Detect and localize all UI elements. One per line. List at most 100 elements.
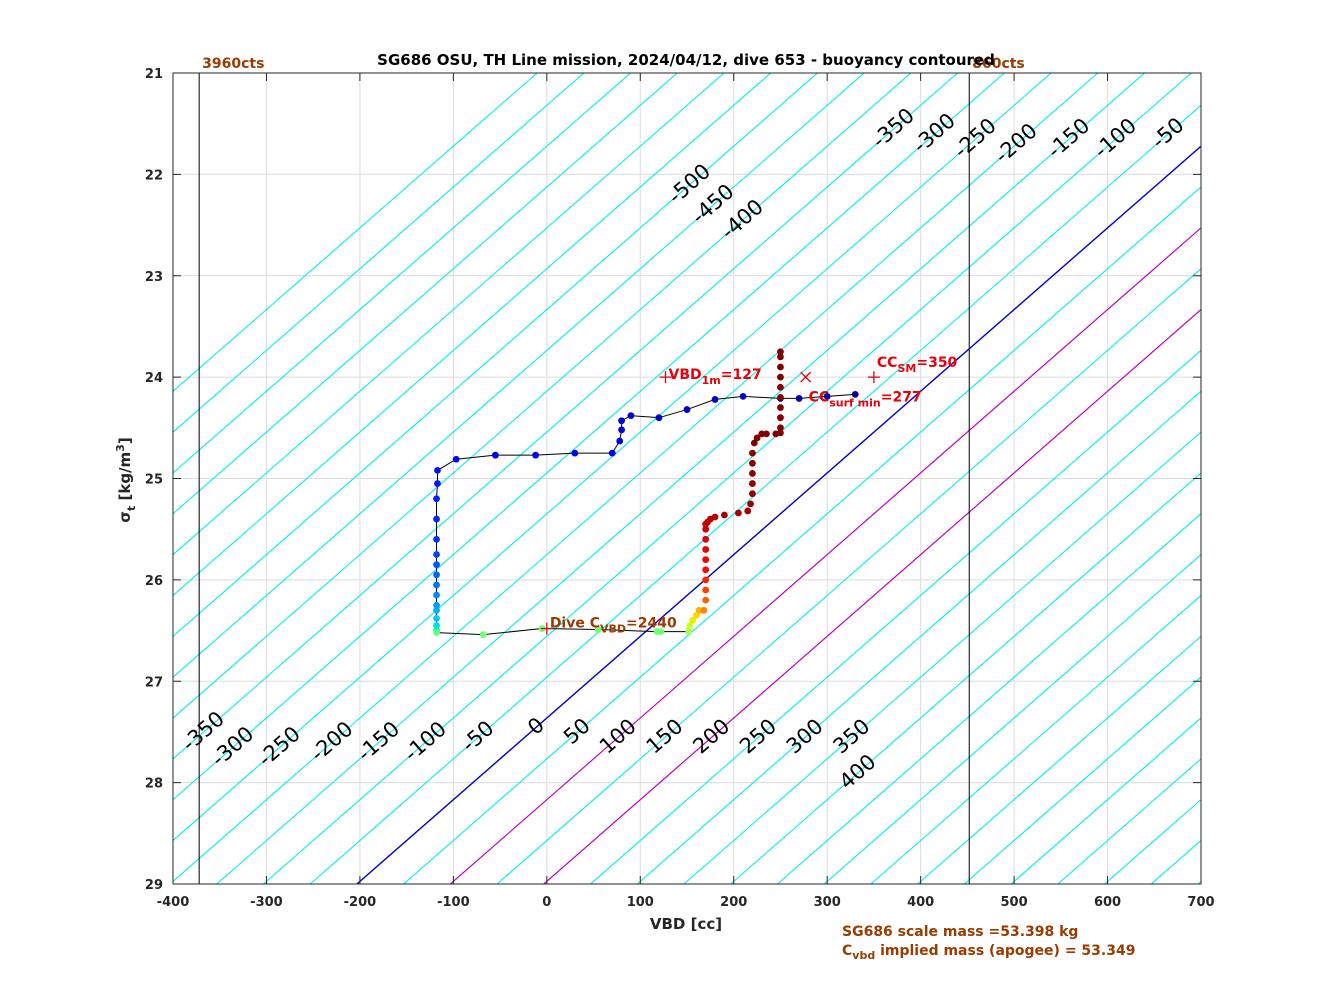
dive-point — [777, 414, 784, 422]
climb-point — [433, 571, 440, 579]
contour-line — [964, 676, 1201, 884]
chart-title: SG686 OSU, TH Line mission, 2024/04/12, … — [377, 51, 995, 69]
climb-point — [655, 414, 663, 422]
dive-point — [777, 353, 784, 361]
climb-point — [433, 581, 440, 589]
climb-point — [433, 606, 440, 614]
contour-line — [917, 635, 1201, 884]
dive-point — [777, 404, 784, 411]
apogee-point — [479, 631, 487, 639]
x-tick-label: 400 — [907, 895, 934, 910]
contour-line — [173, 73, 678, 515]
climb-point — [608, 449, 616, 457]
dive-point — [777, 373, 784, 381]
climb-point — [571, 449, 579, 457]
dive-point — [686, 622, 694, 629]
contour-line — [403, 186, 1201, 884]
dive-point — [777, 348, 784, 356]
cc-sm-annotation-main: CC — [877, 355, 898, 371]
climb-point — [795, 395, 803, 402]
reference-markers — [540, 371, 880, 635]
climb-point — [433, 622, 440, 629]
climb-point — [433, 515, 440, 523]
x-tick-label: 0 — [542, 895, 551, 910]
dive-point — [720, 511, 728, 519]
climb-point — [434, 480, 441, 487]
y-axis-label-end: ] — [116, 437, 134, 444]
dive-point — [747, 500, 754, 508]
highlight-contour-line — [543, 308, 1201, 884]
climb-point — [452, 455, 460, 463]
climb-point — [683, 406, 691, 413]
x-tick-label: -300 — [250, 895, 283, 910]
dive-point — [702, 546, 710, 553]
dive-point — [689, 617, 697, 624]
climb-point — [618, 426, 625, 434]
dive-point — [702, 596, 710, 604]
dive-point — [735, 509, 742, 517]
dive-point — [702, 566, 710, 574]
x-tick-label: 200 — [720, 895, 747, 910]
dive-cvbd-annotation-main: Dive C — [550, 615, 600, 631]
dive-point — [711, 513, 719, 521]
x-tick-label: 500 — [1001, 895, 1028, 910]
y-tick-label: 26 — [145, 574, 163, 589]
climb-point — [851, 390, 859, 398]
footer: SG686 scale mass =53.398 kg Cvbd implied… — [842, 924, 1135, 962]
dive-point — [749, 459, 756, 467]
climb-point — [823, 392, 831, 400]
x-axis-label: VBD [cc] — [650, 915, 722, 933]
y-axis-label: σt [kg/m3] — [114, 437, 138, 522]
y-tick-label: 25 — [145, 473, 163, 488]
contour-line — [1010, 717, 1201, 884]
contour-line — [216, 73, 1145, 884]
dive-cvbd-annotation: Dive CVBD=2440 — [550, 615, 677, 635]
dive-point — [763, 430, 770, 438]
dive-point — [777, 394, 784, 401]
vbd-1m-annotation-main: VBD — [669, 367, 702, 383]
dive-point — [702, 535, 710, 543]
climb-point — [616, 437, 624, 445]
contour-line — [173, 73, 912, 719]
climb-point — [434, 466, 441, 474]
x-tick-label: 300 — [814, 895, 841, 910]
contour-line — [173, 73, 585, 433]
climb-point — [433, 601, 440, 609]
contour-line — [263, 73, 1192, 884]
dive-point — [749, 449, 756, 457]
contour-line — [309, 104, 1201, 884]
highlight-contour-line — [449, 227, 1201, 884]
climb-point — [433, 551, 440, 558]
contour-line — [777, 513, 1201, 884]
climb-point — [739, 392, 747, 400]
climb-point — [627, 412, 635, 420]
y-axis-label-sub: t — [125, 506, 138, 511]
vbd-limit-label: 860cts — [972, 56, 1025, 72]
contour-line — [173, 73, 725, 556]
dive-cvbd-annotation-value: =2440 — [626, 615, 677, 631]
contour-line — [173, 73, 538, 392]
vbd-limit-label: 3960cts — [202, 56, 264, 72]
contour-line — [823, 553, 1201, 884]
apogee-point — [657, 628, 665, 635]
contour-line — [590, 349, 1201, 884]
y-axis-label-main: σ — [116, 511, 134, 523]
dive-point — [777, 424, 784, 432]
climb-point — [433, 591, 440, 599]
y-tick-label: 28 — [145, 777, 163, 792]
axis-ticks: -400 -300 -200 -100 0 100 200 300 400 500 600 700 21… — [145, 67, 1215, 910]
contour-line — [683, 431, 1201, 884]
cc-surf-min-annotation-sub: surf min — [829, 396, 880, 409]
dive-point — [744, 507, 752, 515]
cc-surf-min-marker-b — [800, 371, 812, 383]
dive-cvbd-annotation-sub: VBD — [600, 622, 626, 635]
contour-lines — [173, 73, 1201, 884]
dive-point — [753, 434, 761, 442]
contour-line — [173, 73, 818, 638]
contour-line — [173, 73, 959, 760]
cc-sm-annotation: CCSM=350 — [877, 355, 958, 375]
dive-point — [750, 439, 758, 447]
y-tick-label: 29 — [145, 878, 163, 893]
dive-point — [777, 363, 784, 371]
